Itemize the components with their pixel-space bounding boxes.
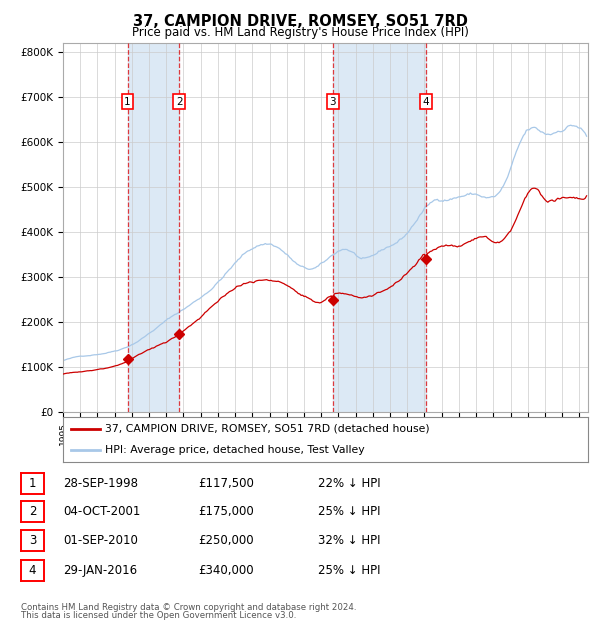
Text: 25% ↓ HPI: 25% ↓ HPI	[318, 564, 380, 577]
Text: Contains HM Land Registry data © Crown copyright and database right 2024.: Contains HM Land Registry data © Crown c…	[21, 603, 356, 612]
Bar	[333, 43, 426, 412]
Text: HPI: Average price, detached house, Test Valley: HPI: Average price, detached house, Test…	[105, 445, 365, 454]
Text: £250,000: £250,000	[198, 534, 254, 547]
Text: 29-JAN-2016: 29-JAN-2016	[63, 564, 137, 577]
Text: 4: 4	[422, 97, 429, 107]
Text: £340,000: £340,000	[198, 564, 254, 577]
Text: 25% ↓ HPI: 25% ↓ HPI	[318, 505, 380, 518]
Text: 28-SEP-1998: 28-SEP-1998	[63, 477, 138, 490]
Text: Price paid vs. HM Land Registry's House Price Index (HPI): Price paid vs. HM Land Registry's House …	[131, 26, 469, 39]
Text: 2: 2	[176, 97, 182, 107]
Text: 3: 3	[329, 97, 336, 107]
Text: 37, CAMPION DRIVE, ROMSEY, SO51 7RD (detached house): 37, CAMPION DRIVE, ROMSEY, SO51 7RD (det…	[105, 424, 430, 434]
Text: 4: 4	[29, 564, 36, 577]
Text: 1: 1	[29, 477, 36, 490]
Text: 32% ↓ HPI: 32% ↓ HPI	[318, 534, 380, 547]
Text: £117,500: £117,500	[198, 477, 254, 490]
Text: 2: 2	[29, 505, 36, 518]
Text: 1: 1	[124, 97, 131, 107]
Text: 04-OCT-2001: 04-OCT-2001	[63, 505, 140, 518]
Text: 01-SEP-2010: 01-SEP-2010	[63, 534, 138, 547]
Text: £175,000: £175,000	[198, 505, 254, 518]
Bar	[128, 43, 179, 412]
Text: This data is licensed under the Open Government Licence v3.0.: This data is licensed under the Open Gov…	[21, 611, 296, 620]
Text: 37, CAMPION DRIVE, ROMSEY, SO51 7RD: 37, CAMPION DRIVE, ROMSEY, SO51 7RD	[133, 14, 467, 29]
Text: 3: 3	[29, 534, 36, 547]
Text: 22% ↓ HPI: 22% ↓ HPI	[318, 477, 380, 490]
